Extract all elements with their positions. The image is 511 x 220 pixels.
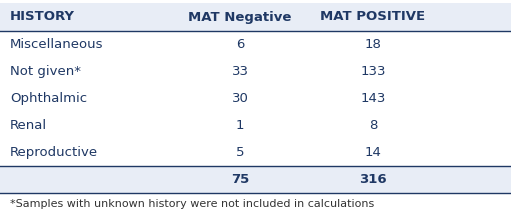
Text: MAT Negative: MAT Negative xyxy=(189,11,292,24)
Text: HISTORY: HISTORY xyxy=(10,11,75,24)
Text: *Samples with unknown history were not included in calculations: *Samples with unknown history were not i… xyxy=(10,199,375,209)
Text: Renal: Renal xyxy=(10,119,48,132)
Text: 75: 75 xyxy=(231,173,249,186)
Text: 18: 18 xyxy=(364,38,382,51)
Text: 1: 1 xyxy=(236,119,244,132)
Text: 14: 14 xyxy=(364,146,382,159)
Text: 133: 133 xyxy=(360,65,386,78)
Bar xyxy=(0,112,511,139)
Bar xyxy=(0,3,511,31)
Text: Not given*: Not given* xyxy=(10,65,81,78)
Text: 6: 6 xyxy=(236,38,244,51)
Bar xyxy=(0,31,511,58)
Text: Ophthalmic: Ophthalmic xyxy=(10,92,87,105)
Text: 5: 5 xyxy=(236,146,244,159)
Text: 30: 30 xyxy=(231,92,249,105)
Text: Reproductive: Reproductive xyxy=(10,146,98,159)
Text: MAT POSITIVE: MAT POSITIVE xyxy=(320,11,426,24)
Text: Miscellaneous: Miscellaneous xyxy=(10,38,104,51)
Bar xyxy=(0,139,511,166)
Bar xyxy=(0,58,511,85)
Bar xyxy=(0,85,511,112)
Text: 143: 143 xyxy=(360,92,386,105)
Text: 8: 8 xyxy=(369,119,377,132)
Bar xyxy=(0,166,511,193)
Text: 33: 33 xyxy=(231,65,249,78)
Text: 316: 316 xyxy=(359,173,387,186)
